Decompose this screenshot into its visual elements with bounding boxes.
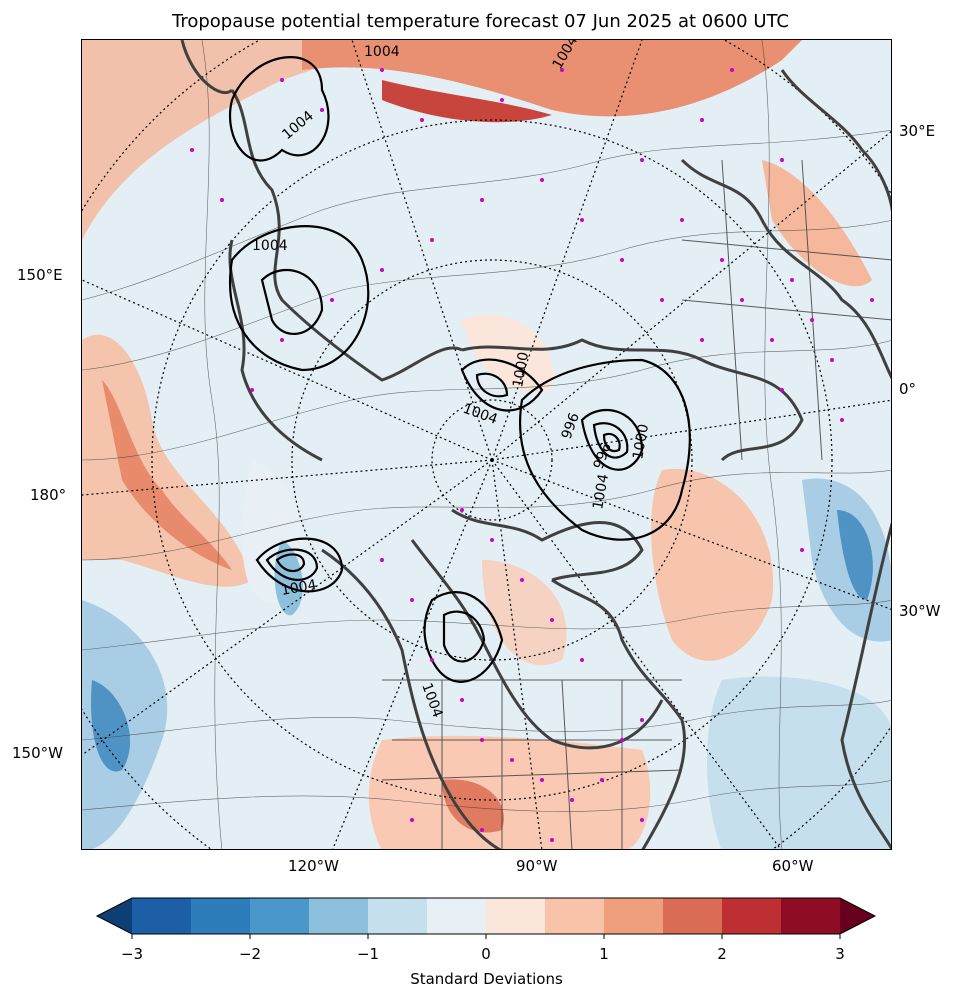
political-borders	[381, 159, 891, 849]
colorbar-tick-label: 2	[717, 945, 727, 963]
station-markers	[190, 68, 874, 842]
colorbar-cell	[250, 898, 310, 934]
colorbar-label: Standard Deviations	[410, 970, 563, 988]
lon-label-90w: 90°W	[516, 857, 558, 875]
colorbar-tick-label: 0	[481, 945, 491, 963]
anomaly-strong-negative	[91, 680, 131, 772]
isobars	[229, 56, 691, 683]
anomaly-positive	[302, 40, 802, 117]
colorbar-cell	[368, 898, 428, 934]
colorbar-cell	[191, 898, 251, 934]
anomaly-positive	[442, 779, 504, 833]
colorbar-cell	[486, 898, 546, 934]
colorbar-cell	[545, 898, 605, 934]
colorbar-cell	[663, 898, 723, 934]
lon-label-150e: 150°E	[17, 266, 63, 284]
contour-label: 1004	[280, 577, 318, 599]
anomaly-positive	[482, 560, 567, 666]
colorbar-cell	[604, 898, 664, 934]
colorbar-cell	[427, 898, 487, 934]
lon-label-120w: 120°W	[288, 857, 339, 875]
lon-label-150w: 150°W	[12, 744, 63, 762]
anomaly-strong-negative	[837, 510, 873, 600]
contour-label: 1004	[364, 44, 400, 60]
colorbar-cell	[781, 898, 841, 934]
colorbar-tick-label: 1	[599, 945, 609, 963]
lon-label-30w: 30°W	[899, 602, 941, 620]
contour-label: 1004	[590, 473, 612, 511]
coastlines	[180, 40, 891, 849]
colorbar-tick-label: 3	[835, 945, 845, 963]
map-panel[interactable]: 1004 1004 1004 1004 1000 1004 996 996 10…	[81, 39, 892, 850]
isentrope-contours	[82, 40, 891, 849]
contour-label: 1004	[252, 238, 288, 254]
colorbar-over-arrow	[840, 898, 875, 934]
colorbar-tick-label: −3	[120, 945, 144, 963]
anomaly-positive	[82, 40, 402, 240]
map-title: Tropopause potential temperature forecas…	[171, 11, 790, 32]
anomaly-positive	[82, 334, 252, 587]
anomaly-positive	[651, 468, 774, 661]
colorbar-tick-label: −1	[356, 945, 380, 963]
anomaly-positive	[102, 380, 232, 570]
anomaly-positive	[368, 735, 651, 849]
contour-label: 1000	[630, 423, 652, 461]
colorbar-cell	[132, 898, 192, 934]
colorbar-outline	[95, 897, 877, 935]
colorbar-cell	[722, 898, 782, 934]
lon-label-60w: 60°W	[772, 857, 814, 875]
map-canvas: 1004 1004 1004 1004 1000 1004 996 996 10…	[82, 40, 891, 849]
anomaly-negative	[707, 676, 891, 849]
anomaly-positive	[762, 160, 872, 287]
colorbar-tick-label: −2	[238, 945, 262, 963]
lon-label-180: 180°	[30, 486, 67, 504]
anomaly-neutral-positive	[462, 314, 554, 392]
contour-label: 1000	[510, 351, 532, 389]
lon-label-30e: 30°E	[899, 122, 936, 140]
colorbar-cell	[309, 898, 369, 934]
anomaly-strong-positive	[382, 80, 552, 123]
colorbar-under-arrow	[97, 898, 132, 934]
colorbar-cells	[95, 897, 877, 939]
lon-label-0: 0°	[899, 380, 917, 398]
